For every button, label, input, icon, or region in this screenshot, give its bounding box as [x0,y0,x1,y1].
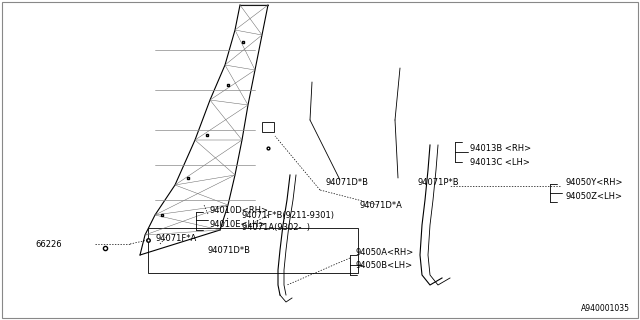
Text: 94071A(9302-  ): 94071A(9302- ) [242,222,310,231]
Text: 94010E<LH>: 94010E<LH> [210,220,266,228]
Bar [262,122,274,132]
Bar [148,228,358,273]
Text: 94050B<LH>: 94050B<LH> [355,261,412,270]
Text: A940001035: A940001035 [581,304,630,313]
Text: 94013B <RH>: 94013B <RH> [470,143,531,153]
Text: 94071F*B(9211-9301): 94071F*B(9211-9301) [242,211,335,220]
Text: 94050Y<RH>: 94050Y<RH> [565,178,623,187]
Text: 66226: 66226 [35,239,61,249]
Text: 94071P*B: 94071P*B [418,178,460,187]
Text: 94050A<RH>: 94050A<RH> [355,247,413,257]
Text: 94071D*A: 94071D*A [360,201,403,210]
Text: 94071D*B: 94071D*B [325,178,368,187]
Text: 94071F*A: 94071F*A [155,234,196,243]
Text: 94071D*B: 94071D*B [208,245,251,254]
Text: 94050Z<LH>: 94050Z<LH> [565,191,622,201]
Text: 94013C <LH>: 94013C <LH> [470,157,530,166]
Text: 94010D<RH>: 94010D<RH> [210,205,269,214]
